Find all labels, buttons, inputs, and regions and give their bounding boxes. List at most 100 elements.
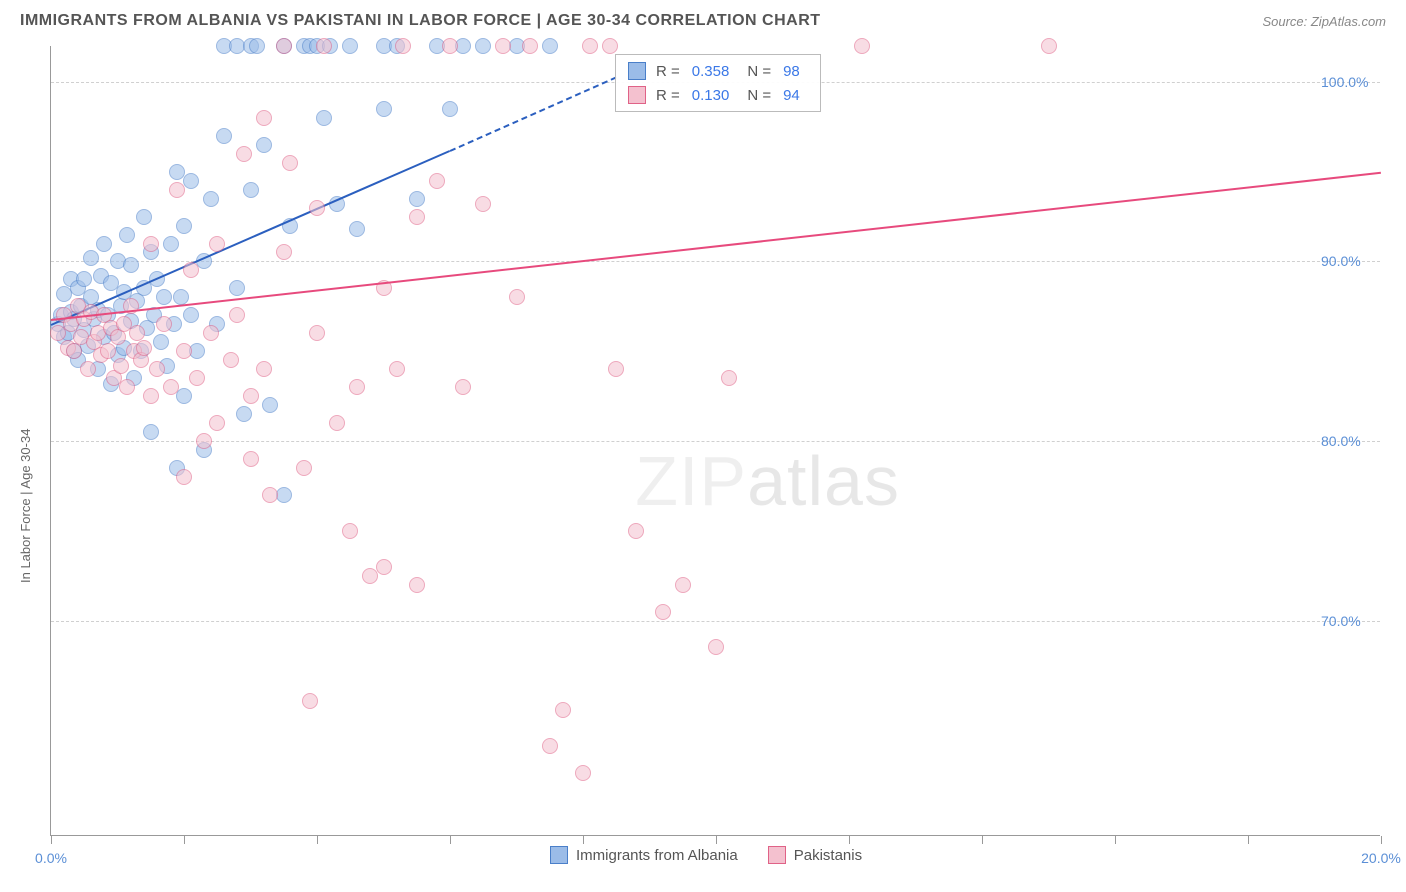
data-point-albania: [156, 289, 172, 305]
x-tick: [1381, 836, 1382, 844]
data-point-pakistani: [229, 307, 245, 323]
gridline-h: [51, 621, 1380, 622]
data-point-pakistani: [223, 352, 239, 368]
data-point-pakistani: [113, 358, 129, 374]
data-point-albania: [183, 307, 199, 323]
data-point-pakistani: [582, 38, 598, 54]
data-point-pakistani: [342, 523, 358, 539]
data-point-albania: [203, 191, 219, 207]
data-point-pakistani: [243, 451, 259, 467]
legend-label-albania: Immigrants from Albania: [576, 847, 738, 864]
data-point-pakistani: [189, 370, 205, 386]
x-tick-label: 20.0%: [1361, 850, 1401, 866]
x-tick: [1115, 836, 1116, 844]
data-point-albania: [236, 406, 252, 422]
data-point-pakistani: [708, 639, 724, 655]
data-point-albania: [96, 236, 112, 252]
data-point-albania: [136, 209, 152, 225]
data-point-pakistani: [409, 209, 425, 225]
data-point-albania: [216, 128, 232, 144]
data-point-pakistani: [276, 38, 292, 54]
x-tick: [317, 836, 318, 844]
data-point-pakistani: [628, 523, 644, 539]
data-point-pakistani: [156, 316, 172, 332]
data-point-pakistani: [176, 343, 192, 359]
data-point-pakistani: [309, 325, 325, 341]
data-point-pakistani: [442, 38, 458, 54]
data-point-pakistani: [475, 196, 491, 212]
data-point-pakistani: [163, 379, 179, 395]
stat-n-value: 98: [783, 63, 800, 80]
data-point-pakistani: [183, 262, 199, 278]
data-point-pakistani: [522, 38, 538, 54]
x-tick: [583, 836, 584, 844]
legend-label-pakistani: Pakistanis: [794, 847, 862, 864]
swatch-albania: [628, 62, 646, 80]
data-point-pakistani: [495, 38, 511, 54]
x-tick: [1248, 836, 1249, 844]
stats-row-albania: R =0.358N =98: [616, 59, 820, 83]
data-point-albania: [83, 250, 99, 266]
stats-legend-box: R =0.358N =98R =0.130N =94: [615, 54, 821, 112]
data-point-albania: [176, 388, 192, 404]
stats-row-pakistani: R =0.130N =94: [616, 83, 820, 107]
data-point-albania: [349, 221, 365, 237]
data-point-albania: [243, 182, 259, 198]
data-point-albania: [376, 101, 392, 117]
data-point-albania: [153, 334, 169, 350]
data-point-pakistani: [203, 325, 219, 341]
data-point-pakistani: [196, 433, 212, 449]
data-point-pakistani: [256, 361, 272, 377]
data-point-albania: [183, 173, 199, 189]
data-point-pakistani: [854, 38, 870, 54]
swatch-pakistani: [628, 86, 646, 104]
data-point-pakistani: [276, 244, 292, 260]
x-tick: [450, 836, 451, 844]
data-point-pakistani: [149, 361, 165, 377]
data-point-pakistani: [555, 702, 571, 718]
legend-swatch-pakistani: [768, 846, 786, 864]
data-point-albania: [249, 38, 265, 54]
x-tick-label: 0.0%: [35, 850, 67, 866]
data-point-albania: [542, 38, 558, 54]
data-point-pakistani: [236, 146, 252, 162]
data-point-albania: [163, 236, 179, 252]
data-point-pakistani: [602, 38, 618, 54]
stat-n-label: N =: [747, 87, 771, 104]
legend-item-pakistani: Pakistanis: [768, 846, 862, 864]
data-point-albania: [229, 280, 245, 296]
data-point-pakistani: [675, 577, 691, 593]
data-point-pakistani: [66, 343, 82, 359]
x-tick: [982, 836, 983, 844]
y-axis-label: In Labor Force | Age 30-34: [18, 429, 33, 583]
data-point-pakistani: [655, 604, 671, 620]
data-point-pakistani: [329, 415, 345, 431]
y-tick-label: 90.0%: [1321, 253, 1361, 269]
data-point-pakistani: [1041, 38, 1057, 54]
stat-n-value: 94: [783, 87, 800, 104]
y-tick-label: 70.0%: [1321, 613, 1361, 629]
y-tick-label: 100.0%: [1321, 74, 1368, 90]
data-point-albania: [409, 191, 425, 207]
data-point-albania: [442, 101, 458, 117]
x-tick: [849, 836, 850, 844]
data-point-pakistani: [575, 765, 591, 781]
stat-n-label: N =: [747, 63, 771, 80]
data-point-pakistani: [376, 559, 392, 575]
data-point-pakistani: [143, 388, 159, 404]
data-point-albania: [123, 257, 139, 273]
data-point-pakistani: [256, 110, 272, 126]
data-point-albania: [143, 424, 159, 440]
stat-r-label: R =: [656, 63, 680, 80]
x-tick: [184, 836, 185, 844]
x-tick: [716, 836, 717, 844]
data-point-pakistani: [509, 289, 525, 305]
series-legend: Immigrants from Albania Pakistanis: [550, 846, 862, 864]
data-point-pakistani: [169, 182, 185, 198]
x-tick: [51, 836, 52, 844]
gridline-h: [51, 261, 1380, 262]
data-point-pakistani: [262, 487, 278, 503]
data-point-pakistani: [721, 370, 737, 386]
data-point-albania: [256, 137, 272, 153]
source-credit: Source: ZipAtlas.com: [1262, 14, 1386, 29]
